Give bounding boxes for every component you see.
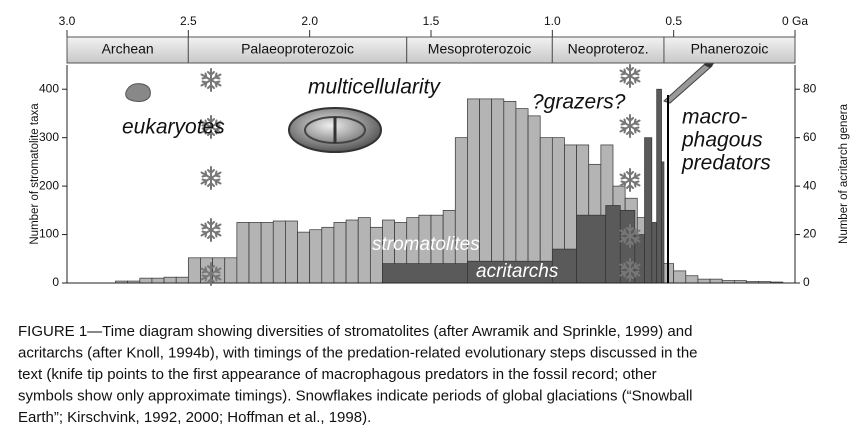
stromatolite-bar: [163, 276, 177, 284]
y2-tick-label: 40: [803, 178, 817, 192]
acritarch-bar: [656, 88, 662, 284]
stromatolite-bar: [479, 98, 493, 284]
stromatolite-bar: [248, 222, 262, 284]
stromatolite-bar: [697, 278, 711, 284]
rock-icon: [125, 83, 151, 102]
series-label: acritarchs: [476, 261, 559, 282]
stromatolite-bar: [515, 108, 529, 284]
caption-line: text (knife tip points to the first appe…: [18, 366, 657, 383]
era-band: [187, 36, 408, 64]
stromatolite-bar: [503, 100, 517, 284]
y-tick-label: 300: [39, 130, 59, 144]
stromatolite-bar: [673, 270, 687, 284]
annotation: macro-: [682, 106, 747, 129]
stromatolite-bar: [491, 98, 505, 284]
snowflake: [619, 64, 641, 88]
stromatolite-bar: [321, 226, 335, 284]
era-band: [663, 36, 796, 64]
stromatolite-bar: [685, 275, 699, 284]
y2-tick-label: 20: [803, 227, 817, 241]
caption-line: acritarchs (after Knoll, 1994b), with ti…: [18, 345, 698, 362]
acritarch-bar: [382, 263, 468, 284]
acritarch-bar: [661, 161, 665, 284]
y-axis-title: Number of stromatolite taxa: [29, 103, 41, 245]
bars: [115, 88, 784, 284]
stromatolite-bar: [175, 276, 189, 284]
stromatolite-bar: [345, 219, 359, 284]
snowflake: [200, 166, 222, 190]
stromatolite-bar: [187, 257, 201, 284]
stromatolite-bar: [709, 278, 723, 284]
acritarch-bar: [651, 222, 658, 284]
stromatolite-bar: [272, 220, 286, 284]
annotation: ?grazers?: [532, 91, 626, 114]
y-tick-label: 200: [39, 178, 59, 192]
era-band: [66, 36, 189, 64]
era-label: Archean: [102, 41, 154, 57]
stromatolite-bar: [309, 229, 323, 284]
era-label: Mesoproterozoic: [428, 41, 532, 57]
y2-tick-label: 80: [803, 81, 817, 95]
stromatolite-bar: [454, 137, 468, 284]
annotation: phagous: [681, 129, 763, 152]
era-label: Palaeoproterozoic: [241, 41, 354, 57]
y2-tick-label: 0: [803, 275, 810, 289]
x-tick-label: 1.5: [423, 14, 440, 28]
stromatolite-bar: [467, 98, 480, 284]
y2-axis-title: Number of acritarch genera: [838, 103, 850, 244]
y-tick-label: 400: [39, 81, 59, 95]
stromatolite-bar: [151, 277, 165, 284]
acritarch-bar: [605, 205, 621, 284]
stromatolite-bar: [527, 115, 541, 284]
annotation: multicellularity: [308, 76, 441, 99]
x-tick-label: 3.0: [59, 14, 76, 28]
y2-tick-label: 60: [803, 130, 817, 144]
y-tick-label: 100: [39, 227, 59, 241]
acritarch-bar: [576, 214, 607, 284]
knife-icon: [663, 62, 713, 104]
annotation: predators: [681, 152, 771, 175]
x-tick-label: 0.5: [665, 14, 682, 28]
stromatolite-bar: [236, 222, 250, 284]
stromatolite-bar: [333, 222, 347, 284]
stromatolite-bar: [139, 277, 153, 284]
stromatolite-bar: [297, 231, 311, 284]
caption-line: Earth”; Kirschvink, 1992, 2000; Hoffman …: [18, 409, 371, 426]
era-band: [551, 36, 665, 64]
snowflake: [619, 114, 641, 138]
x-tick-label: 0 Ga: [782, 14, 808, 28]
series-label: stromatolites: [372, 234, 480, 255]
snowflake: [200, 218, 222, 242]
era-label: Neoproteroz.: [568, 41, 649, 57]
caption-line: FIGURE 1—Time diagram showing diversitie…: [18, 323, 692, 340]
caption-line: symbols show only approximate timings). …: [18, 388, 693, 405]
snowflake: [200, 68, 222, 92]
acritarch-bar: [644, 137, 653, 284]
stromatolite-bar: [260, 222, 274, 284]
annotation: eukaryotes: [122, 116, 225, 139]
stromatolite-bar: [285, 220, 298, 284]
era-label: Phanerozoic: [691, 41, 769, 57]
x-tick-label: 2.0: [301, 14, 318, 28]
x-tick-label: 2.5: [180, 14, 197, 28]
stromatolite-bar: [357, 217, 371, 284]
x-tick-label: 1.0: [544, 14, 561, 28]
y-tick-label: 0: [52, 275, 59, 289]
stromatolite-bar: [224, 257, 238, 284]
